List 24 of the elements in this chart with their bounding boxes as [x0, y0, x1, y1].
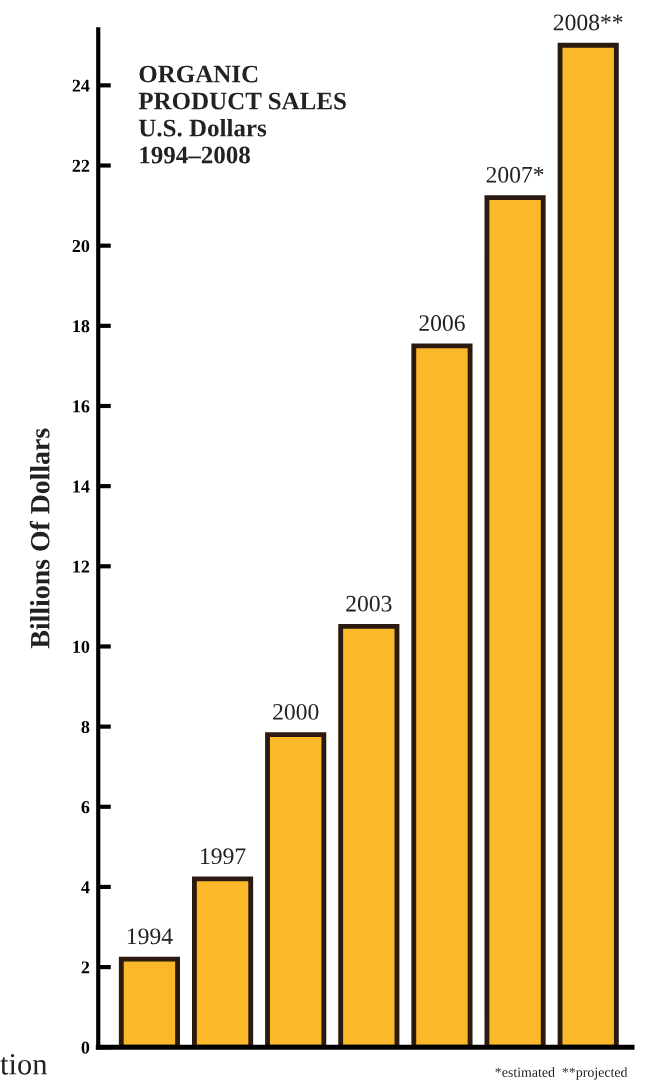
x-tick-label: 2008**: [553, 14, 623, 31]
y-tick-label: 10: [73, 640, 90, 653]
text: *estimated **projected: [495, 1067, 628, 1080]
y-tick-label: 16: [73, 400, 90, 413]
y-tick-label: 12: [73, 560, 90, 573]
y-axis-title: Billions Of Dollars: [29, 428, 50, 649]
y-tick-label: 18: [73, 320, 90, 333]
x-tick-label: 2003: [346, 595, 392, 612]
y-tick-label: 8: [81, 720, 90, 734]
text: ORGANIC PRODUCT SALES U.S. Dollars 1994–2008: [138, 65, 346, 164]
y-tick-label: 0: [81, 1041, 90, 1054]
x-tick-label: 1994: [127, 928, 173, 945]
x-tick-label: 2006: [419, 315, 465, 332]
y-tick-label: 20: [72, 239, 90, 253]
y-tick-label: 2: [81, 961, 90, 974]
text: tion: [0, 1054, 48, 1075]
x-tick-label: 1997: [201, 848, 246, 865]
y-tick-label: 24: [72, 79, 90, 92]
y-tick-label: 4: [81, 881, 90, 894]
y-tick-label: 22: [72, 159, 90, 172]
y-tick-label: 6: [81, 801, 90, 814]
y-tick-label: 14: [73, 480, 90, 493]
x-tick-label: 2000: [273, 703, 319, 720]
x-tick-label: 2007*: [486, 166, 544, 183]
